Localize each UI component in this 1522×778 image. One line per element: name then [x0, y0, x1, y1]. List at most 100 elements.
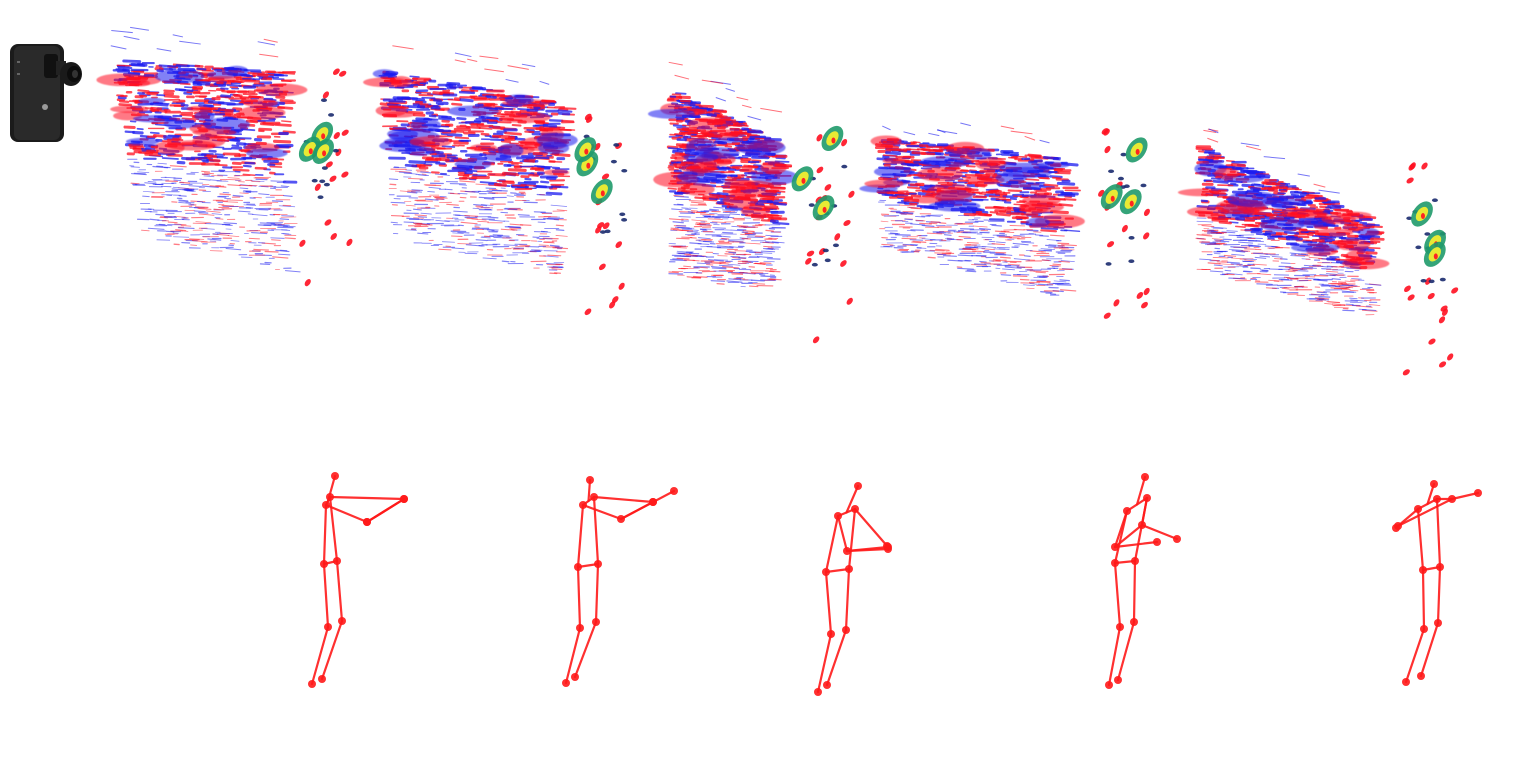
skeleton-joint: [1402, 678, 1410, 686]
skeleton-joint: [308, 680, 316, 688]
skeleton-joint: [1138, 521, 1146, 529]
skeleton-bone: [576, 565, 582, 630]
skeleton-bone: [1107, 625, 1122, 687]
skeleton-bone: [1404, 627, 1426, 684]
skeleton: [562, 476, 678, 687]
skeleton-bone: [564, 626, 582, 685]
skeleton-bone: [324, 503, 369, 524]
skeleton: [1392, 480, 1482, 686]
skeleton-joint: [1474, 489, 1482, 497]
skeleton-bone: [824, 514, 840, 574]
skeletons: [308, 472, 1482, 696]
skeleton-joint: [851, 505, 859, 513]
skeleton-bone: [845, 484, 860, 514]
skeleton-joint: [592, 618, 600, 626]
skeleton-bone: [328, 495, 406, 501]
skeleton-joint: [617, 515, 625, 523]
skeleton-joint: [1434, 619, 1442, 627]
skeleton-bone: [1416, 507, 1425, 572]
skeleton-bone: [1133, 496, 1149, 563]
skeleton-bone: [1113, 561, 1122, 629]
skeleton-bone: [322, 503, 328, 566]
heatmap-slice: [1098, 128, 1150, 319]
skeleton-joint: [400, 495, 408, 503]
skeleton-joint: [1436, 563, 1444, 571]
skeleton-joint: [814, 688, 822, 696]
pose-heatmaps: [298, 68, 1459, 376]
event-frames: [96, 26, 1390, 316]
skeleton-bone: [1113, 540, 1159, 549]
skeleton-joint: [320, 560, 328, 568]
skeleton-joint: [1143, 494, 1151, 502]
skeleton-joint: [670, 487, 678, 495]
skeleton-joint: [854, 482, 862, 490]
skeleton-joint: [322, 501, 330, 509]
skeleton-joint: [1141, 473, 1149, 481]
skeleton-joint: [1111, 543, 1119, 551]
skeleton-joint: [1130, 618, 1138, 626]
skeleton-joint: [1114, 676, 1122, 684]
skeleton-joint: [823, 681, 831, 689]
skeleton-bone: [365, 497, 406, 524]
skeleton-bone: [1421, 568, 1426, 631]
skeleton-joint: [1173, 535, 1181, 543]
skeleton-bone: [1396, 497, 1454, 528]
skeleton-joint: [338, 617, 346, 625]
skeleton-bone: [581, 503, 623, 521]
skeleton-joint: [363, 518, 371, 526]
skeleton-joint: [1392, 524, 1400, 532]
skeleton-joint: [1414, 505, 1422, 513]
skeleton-joint: [333, 557, 341, 565]
skeleton-joint: [594, 560, 602, 568]
skeleton-bone: [320, 619, 344, 681]
skeleton-bone: [1132, 559, 1137, 624]
skeleton-joint: [1111, 559, 1119, 567]
skeleton-joint: [1448, 495, 1456, 503]
skeleton-bone: [1140, 523, 1179, 541]
skeleton-bone: [576, 503, 585, 569]
skeleton-joint: [827, 630, 835, 638]
skeleton-joint: [1430, 480, 1438, 488]
skeleton-bone: [1436, 565, 1442, 625]
skeleton-joint: [1417, 672, 1425, 680]
event-frame: [363, 45, 578, 275]
skeleton-bone: [594, 562, 600, 624]
skeleton-joint: [822, 568, 830, 576]
skeleton-bone: [592, 495, 655, 504]
heatmap-slice: [791, 125, 855, 344]
skeleton-joint: [324, 623, 332, 631]
skeleton-joint: [1123, 507, 1131, 515]
skeleton-joint: [590, 493, 598, 501]
skeleton-bone: [847, 507, 857, 571]
skeleton-bone: [836, 514, 849, 553]
skeleton: [1105, 473, 1181, 689]
skeleton-bone: [335, 559, 344, 623]
skeleton-bone: [825, 628, 848, 687]
skeleton-joint: [326, 493, 334, 501]
event-frame: [96, 26, 308, 273]
skeleton-joint: [1420, 625, 1428, 633]
skeleton-joint: [574, 563, 582, 571]
skeleton-bone: [816, 632, 833, 694]
skeleton-joint: [1116, 623, 1124, 631]
skeleton-joint: [562, 679, 570, 687]
skeleton-joint: [586, 476, 594, 484]
skeleton-joint: [571, 673, 579, 681]
skeleton-bone: [328, 495, 339, 563]
skeleton-bone: [619, 500, 655, 521]
heatmap-slice: [1402, 162, 1459, 376]
skeleton-bone: [322, 562, 330, 629]
skeleton-joint: [1105, 681, 1113, 689]
skeleton-joint: [845, 565, 853, 573]
heatmap-slice: [574, 113, 628, 316]
skeleton-bone: [592, 495, 600, 566]
skeleton-joint: [883, 542, 891, 550]
skeleton-joint: [1433, 495, 1441, 503]
skeleton-bone: [1135, 475, 1147, 506]
event-frame: [859, 122, 1085, 296]
skeleton-bone: [1113, 509, 1129, 565]
skeleton-bone: [1113, 523, 1144, 549]
skeleton-joint: [1419, 566, 1427, 574]
skeleton-joint: [318, 675, 326, 683]
